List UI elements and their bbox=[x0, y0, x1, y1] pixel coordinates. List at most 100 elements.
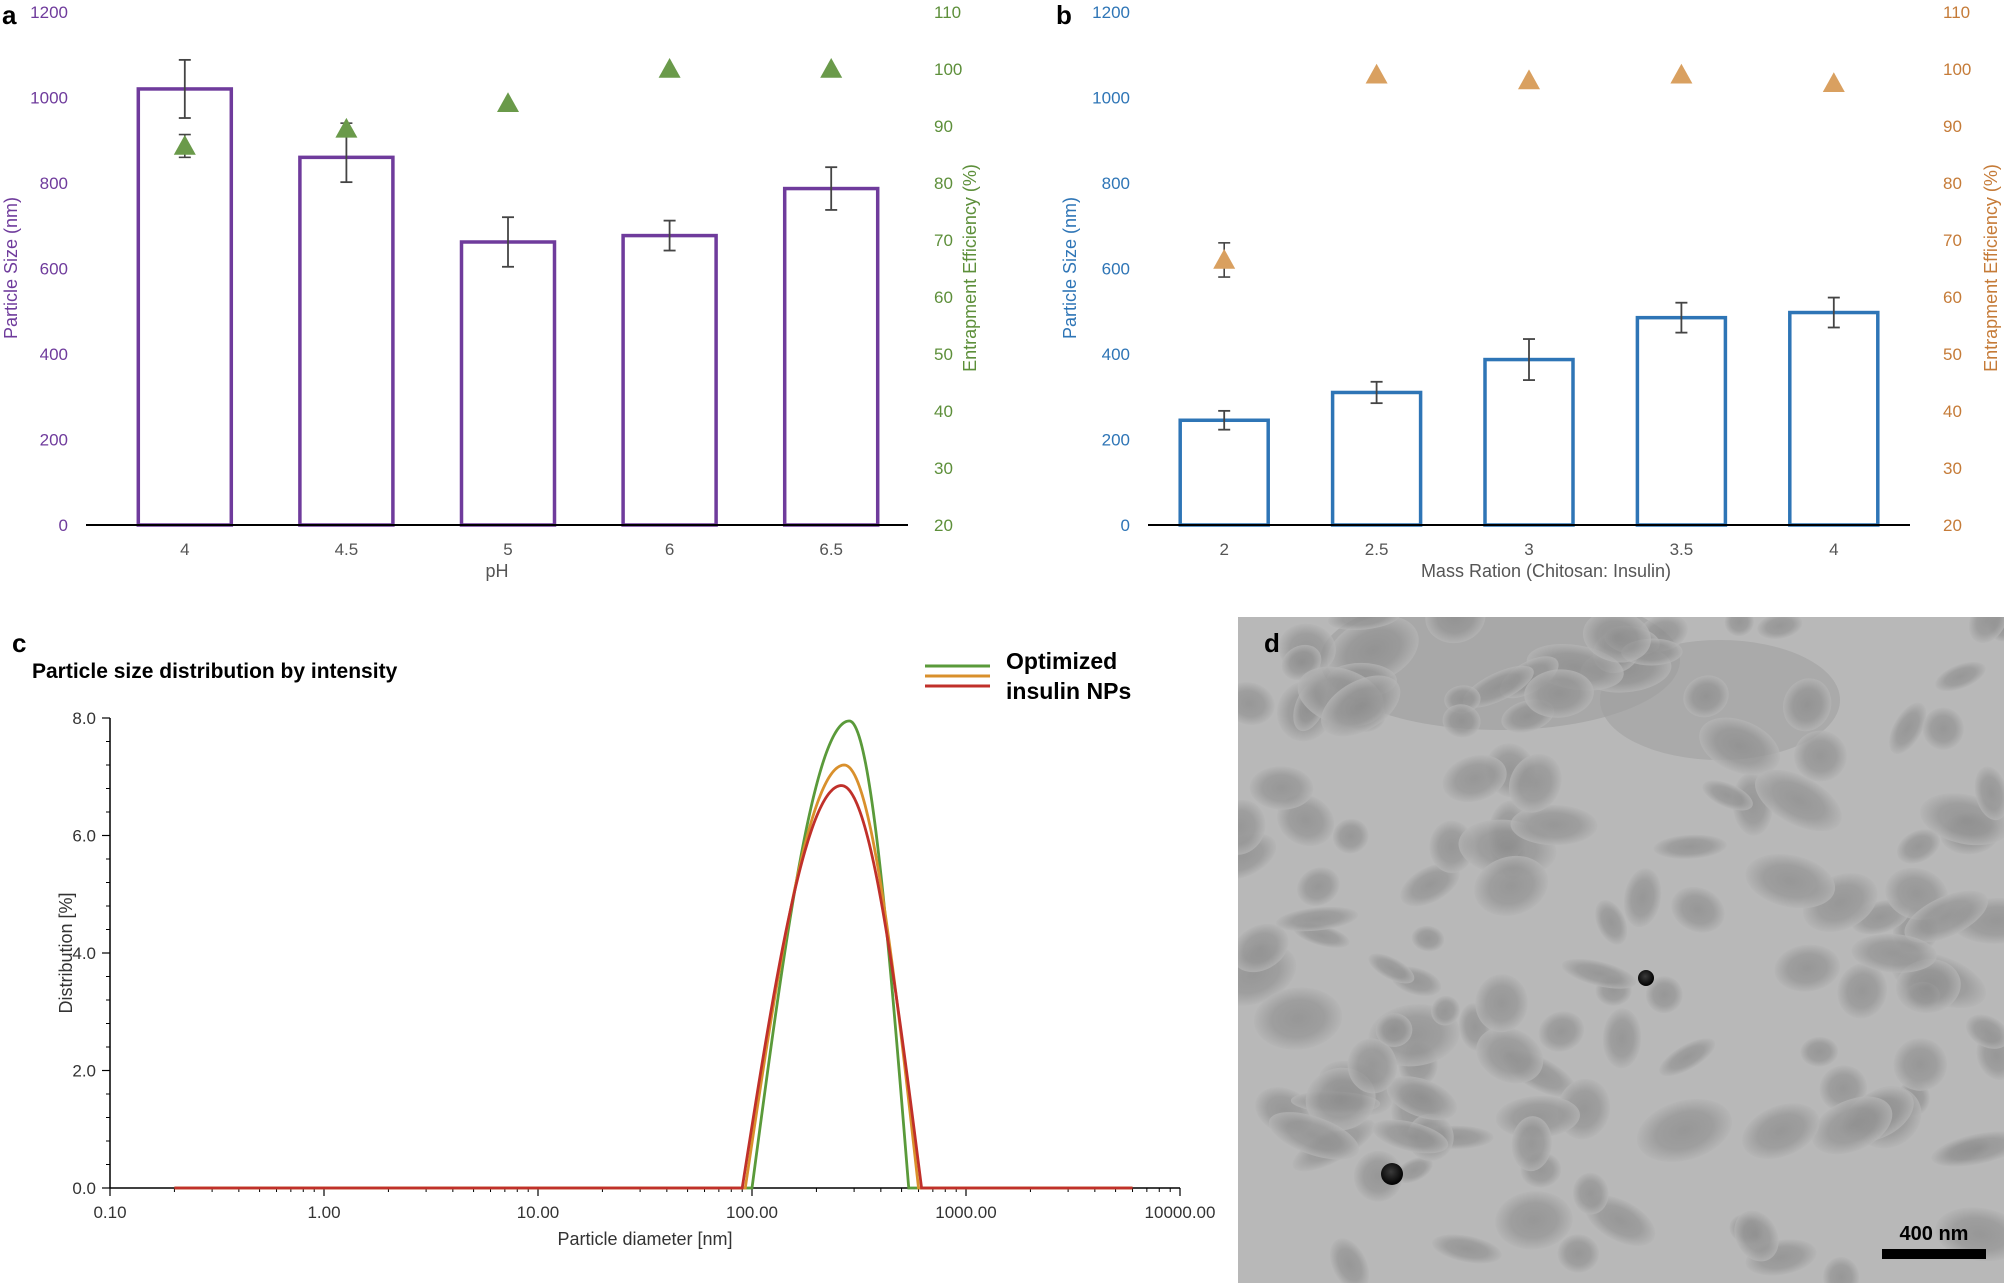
c-y-tick: 8.0 bbox=[72, 709, 96, 728]
tem-texture-blob bbox=[1595, 900, 1628, 945]
b-bar bbox=[1788, 310, 1880, 527]
c-x-tick: 0.10 bbox=[93, 1203, 126, 1222]
b-y-right-tick: 80 bbox=[1943, 174, 1962, 193]
tem-texture-blob bbox=[1935, 1207, 2004, 1262]
panel-c-x-label: Particle diameter [nm] bbox=[557, 1229, 732, 1249]
tem-texture-blob bbox=[1623, 868, 1662, 928]
legend-label-line2: insulin NPs bbox=[1006, 678, 1131, 704]
tem-texture-blob bbox=[1400, 863, 1460, 907]
tem-texture-blob bbox=[1757, 617, 1803, 640]
tem-texture-blob bbox=[1893, 1038, 1948, 1091]
tem-texture-blob bbox=[1602, 1008, 1642, 1069]
a-bar bbox=[621, 233, 718, 527]
panel-a-y-right-label: Entrapment Efficiency (%) bbox=[960, 164, 980, 372]
tem-texture-blob bbox=[1411, 925, 1445, 952]
a-y-left-tick: 600 bbox=[40, 260, 68, 279]
tem-nanoparticle bbox=[1638, 970, 1654, 986]
tem-texture-blob bbox=[1476, 1027, 1544, 1084]
tem-texture-blob bbox=[1268, 1112, 1359, 1160]
panel-letter-b: b bbox=[1056, 0, 1072, 30]
tem-texture-blob bbox=[1395, 1157, 1433, 1184]
panel-b-x-label: Mass Ration (Chitosan: Insulin) bbox=[1421, 561, 1671, 581]
a-marker bbox=[335, 117, 358, 138]
a-marker bbox=[173, 134, 196, 155]
tem-texture-blob bbox=[1238, 923, 1289, 973]
tem-texture-blob bbox=[1372, 1119, 1449, 1154]
b-y-right-tick: 60 bbox=[1943, 288, 1962, 307]
a-marker bbox=[658, 58, 681, 78]
c-y-tick: 4.0 bbox=[72, 944, 96, 963]
b-y-left-tick: 600 bbox=[1102, 260, 1130, 279]
b-marker bbox=[1213, 248, 1236, 269]
tem-texture-blob bbox=[1645, 976, 1683, 1014]
b-x-tick: 3.5 bbox=[1670, 540, 1694, 559]
tem-texture-blob bbox=[1745, 853, 1836, 909]
a-y-right-tick: 70 bbox=[934, 231, 953, 250]
a-y-left-tick: 1000 bbox=[30, 89, 68, 108]
c-x-tick: 1000.00 bbox=[935, 1203, 996, 1222]
b-bar bbox=[1635, 315, 1728, 527]
b-bar bbox=[1178, 418, 1270, 527]
tem-texture-blob bbox=[1524, 669, 1594, 718]
a-y-left-tick: 1200 bbox=[30, 3, 68, 22]
b-marker bbox=[1670, 63, 1693, 84]
tem-texture-blob bbox=[1699, 717, 1781, 775]
b-y-left-tick: 200 bbox=[1102, 431, 1130, 450]
b-y-right-tick: 50 bbox=[1943, 345, 1962, 364]
b-y-right-tick: 40 bbox=[1943, 402, 1962, 421]
c-y-tick: 6.0 bbox=[72, 827, 96, 846]
c-series-line bbox=[174, 719, 1133, 1190]
tem-texture-blob bbox=[1495, 1191, 1573, 1250]
panel-b-chart: b 0 200 400 600 800 1000 1200 20 30 40 50 60 70 80 90… bbox=[1056, 0, 2001, 581]
tem-texture-blob bbox=[1974, 766, 2004, 821]
tem-texture-blob bbox=[1572, 1172, 1609, 1215]
panel-letter-a: a bbox=[2, 0, 17, 30]
a-y-right-tick: 90 bbox=[934, 117, 953, 136]
b-y-left-tick: 1200 bbox=[1092, 3, 1130, 22]
b-y-right-tick: 110 bbox=[1943, 3, 1970, 22]
tem-texture-blob bbox=[1904, 890, 1988, 943]
b-marker bbox=[1518, 69, 1540, 90]
tem-texture-blob bbox=[1276, 906, 1359, 932]
a-bar bbox=[298, 155, 395, 527]
panel-letter-d: d bbox=[1264, 628, 1280, 658]
tem-texture-blob bbox=[1811, 1096, 1893, 1155]
c-x-tick: 100.00 bbox=[726, 1203, 778, 1222]
a-bar bbox=[459, 240, 557, 527]
tem-texture-blob bbox=[1922, 707, 1964, 750]
tem-texture-blob bbox=[1793, 730, 1847, 782]
b-bar bbox=[1330, 390, 1423, 527]
c-y-tick: 0.0 bbox=[72, 1179, 96, 1198]
tem-texture-blob bbox=[1895, 959, 1961, 1014]
tem-texture-blob bbox=[1475, 974, 1528, 1033]
a-y-left-tick: 0 bbox=[59, 516, 68, 535]
tem-texture-blob bbox=[1474, 855, 1549, 916]
tem-texture-blob bbox=[1896, 829, 1941, 864]
tem-texture-blob bbox=[1636, 1098, 1733, 1163]
b-x-tick: 3 bbox=[1524, 540, 1533, 559]
b-y-right-tick: 100 bbox=[1943, 60, 1971, 79]
tem-texture-blob bbox=[1734, 1210, 1779, 1262]
a-x-tick: 6 bbox=[665, 540, 674, 559]
legend-label-line1: Optimized bbox=[1006, 648, 1117, 674]
tem-texture-blob bbox=[1583, 617, 1651, 663]
a-marker bbox=[497, 92, 519, 112]
b-y-left-tick: 400 bbox=[1102, 345, 1130, 364]
tem-texture-blob bbox=[1671, 886, 1725, 933]
tem-texture-blob bbox=[1442, 704, 1481, 738]
scale-bar-label: 400 nm bbox=[1900, 1223, 1969, 1245]
tem-texture-blob bbox=[1375, 1013, 1413, 1047]
b-marker bbox=[1822, 72, 1845, 93]
tem-texture-blob bbox=[1742, 1103, 1820, 1160]
tem-texture-blob bbox=[1508, 753, 1562, 813]
a-y-right-tick: 20 bbox=[934, 516, 953, 535]
scale-bar bbox=[1882, 1249, 1986, 1259]
tem-texture-blob bbox=[1327, 617, 1401, 631]
tem-texture-blob bbox=[1965, 1014, 2004, 1049]
tem-texture-blob bbox=[1442, 755, 1507, 803]
tem-texture-blob bbox=[1431, 995, 1460, 1026]
a-y-right-tick: 60 bbox=[934, 288, 953, 307]
tem-texture-blob bbox=[1238, 682, 1275, 726]
a-marker bbox=[820, 58, 843, 78]
